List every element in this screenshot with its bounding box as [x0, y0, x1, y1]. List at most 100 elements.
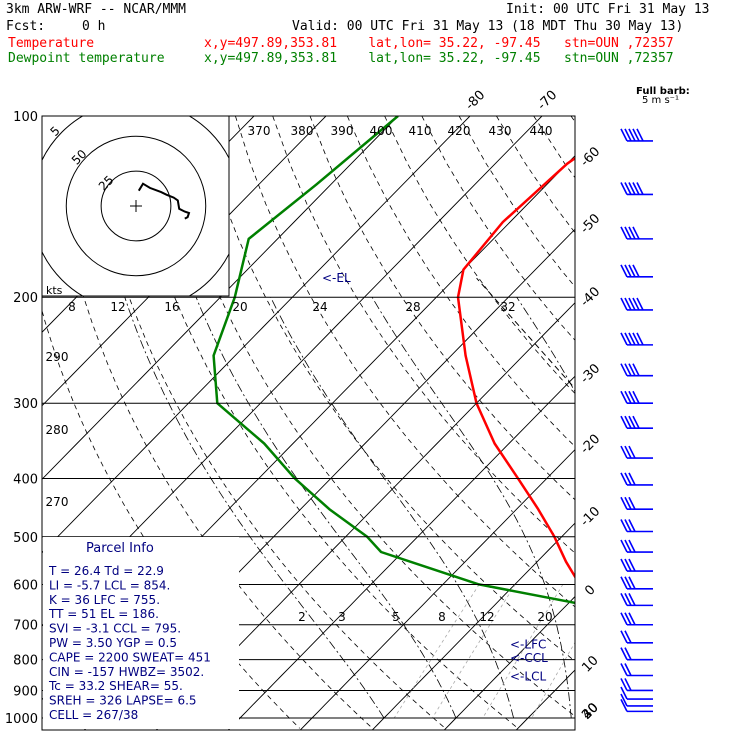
wind-barb-flag — [624, 576, 632, 590]
wind-barb — [620, 699, 653, 713]
valid-time: Valid: 00 UTC Fri 31 May 13 (18 MDT Thu … — [292, 19, 684, 34]
forecast-label: Fcst: — [6, 19, 46, 34]
temperature-tick-label: -60 — [578, 144, 604, 170]
wind-barb-flag — [624, 496, 632, 510]
isotherm-line — [42, 116, 327, 407]
wind-barb-flag — [620, 226, 628, 240]
temperature-tick-label: -80 — [463, 88, 489, 114]
hodograph-ring — [65, 135, 207, 277]
dry-adiabat-line — [309, 116, 575, 501]
wind-barb — [620, 558, 653, 572]
wind-barb-flag — [620, 415, 628, 429]
temperature-tick-label: -70 — [535, 88, 561, 114]
pressure-label: 900 — [13, 684, 38, 699]
wind-barb-flag — [628, 264, 636, 278]
wind-barb — [620, 686, 653, 700]
wind-barb-flag — [620, 593, 628, 606]
wind-barb-flag — [620, 686, 628, 700]
wind-barb-flag — [620, 182, 628, 195]
theta-label: 430 — [489, 124, 512, 138]
isotherm-line — [588, 116, 740, 731]
wind-barb-flag — [628, 297, 636, 311]
wind-barb — [620, 472, 653, 486]
wind-barb-flag — [632, 390, 640, 404]
dry-adiabat-line — [421, 116, 575, 341]
mixing-ratio-label: 5 — [392, 610, 400, 624]
theta-label: 390 — [331, 124, 354, 138]
wind-barb-flag — [624, 519, 632, 532]
isotherm-line — [515, 669, 575, 730]
dry-adiabat-line — [496, 116, 575, 234]
wind-barb-flag — [628, 182, 636, 195]
wind-barb-flag — [620, 264, 628, 278]
wind-barb-flag — [628, 593, 636, 606]
dry-adiabat-line — [235, 116, 575, 608]
theta-label: 400 — [370, 124, 393, 138]
wind-barb — [620, 363, 653, 377]
theta-label: 280 — [46, 423, 69, 437]
wind-barb-flag — [624, 539, 632, 553]
parcel-info-row: SVI = -3.1 CCL = 795. — [49, 622, 181, 636]
mixing-ratio-line — [634, 584, 705, 718]
mixing-ratio-line — [431, 584, 516, 719]
wind-barb — [620, 496, 653, 511]
wind-barb-flag — [632, 226, 640, 240]
hodograph-trace — [137, 182, 191, 220]
mixing-ratio-label: 2 — [298, 610, 306, 624]
mixing-ratio-label: 20 — [537, 610, 552, 624]
mixing-ratio-label: 3 — [338, 610, 346, 624]
temperature-tick-label: -30 — [578, 361, 604, 387]
wind-barb — [620, 264, 653, 278]
level-marker-label: <-CCL — [510, 651, 548, 665]
isotherm-line — [0, 116, 38, 731]
dry-adiabat-line — [85, 116, 446, 729]
wind-barb-flag — [624, 678, 632, 691]
wind-barb-flag — [620, 558, 628, 572]
parcel-info-row: K = 36 LFC = 755. — [49, 593, 160, 607]
mixing-ratio-label: 20 — [232, 300, 247, 314]
wind-barb-flag — [628, 415, 636, 429]
isotherm-line — [732, 116, 740, 731]
temperature-legend-label: Temperature — [8, 36, 95, 51]
wind-barb-flag — [632, 332, 640, 346]
wind-barb-flag — [620, 519, 628, 532]
pressure-label: 1000 — [5, 712, 38, 727]
isotherm-line — [227, 375, 575, 730]
parcel-info-row: T = 26.4 Td = 22.9 — [48, 564, 164, 578]
wind-barb-flag — [620, 472, 628, 486]
wind-barb-flag — [628, 539, 636, 553]
hodograph-ring — [100, 170, 172, 242]
wind-barb-flag — [624, 264, 632, 278]
theta-label: 370 — [248, 124, 271, 138]
mixing-ratio-label: 24 — [312, 300, 327, 314]
wind-barb-flag — [632, 128, 640, 142]
wind-barb-flag — [620, 297, 628, 311]
mixing-ratio-label: 32 — [500, 300, 515, 314]
wind-barb-flag — [620, 663, 628, 676]
mixing-ratio-label: 12 — [110, 300, 125, 314]
init-time: Init: 00 UTC Fri 31 May 13 — [506, 2, 710, 17]
barb-legend-title: Full barb: — [636, 86, 690, 97]
wind-barb-flag — [624, 297, 632, 311]
wind-barb — [620, 390, 653, 405]
wind-barb-flag — [624, 182, 632, 195]
parcel-info-row: CIN = -157 HWBZ= 3502. — [49, 665, 204, 679]
isotherm-line — [299, 448, 575, 730]
wind-barb — [620, 445, 653, 459]
wind-barb-flag — [624, 445, 632, 459]
dry-adiabat-line — [646, 116, 740, 728]
wind-barb-flag — [632, 363, 640, 377]
wind-barb — [620, 539, 653, 553]
level-marker-label: <-LFC — [510, 638, 546, 652]
parcel-info-row: CELL = 267/38 — [49, 708, 138, 722]
wind-barb — [620, 612, 653, 626]
wind-barb-flag — [632, 415, 640, 429]
pressure-label: 100 — [13, 110, 38, 125]
wind-barb — [620, 647, 653, 661]
dewpoint-legend-label: Dewpoint temperature — [8, 51, 165, 66]
wind-barb — [620, 519, 653, 533]
pressure-label: 800 — [13, 654, 38, 669]
wind-barb-flag — [620, 445, 628, 459]
wind-barb-flag — [628, 496, 636, 510]
parcel-info-row: PW = 3.50 YGP = 0.5 — [49, 636, 177, 650]
